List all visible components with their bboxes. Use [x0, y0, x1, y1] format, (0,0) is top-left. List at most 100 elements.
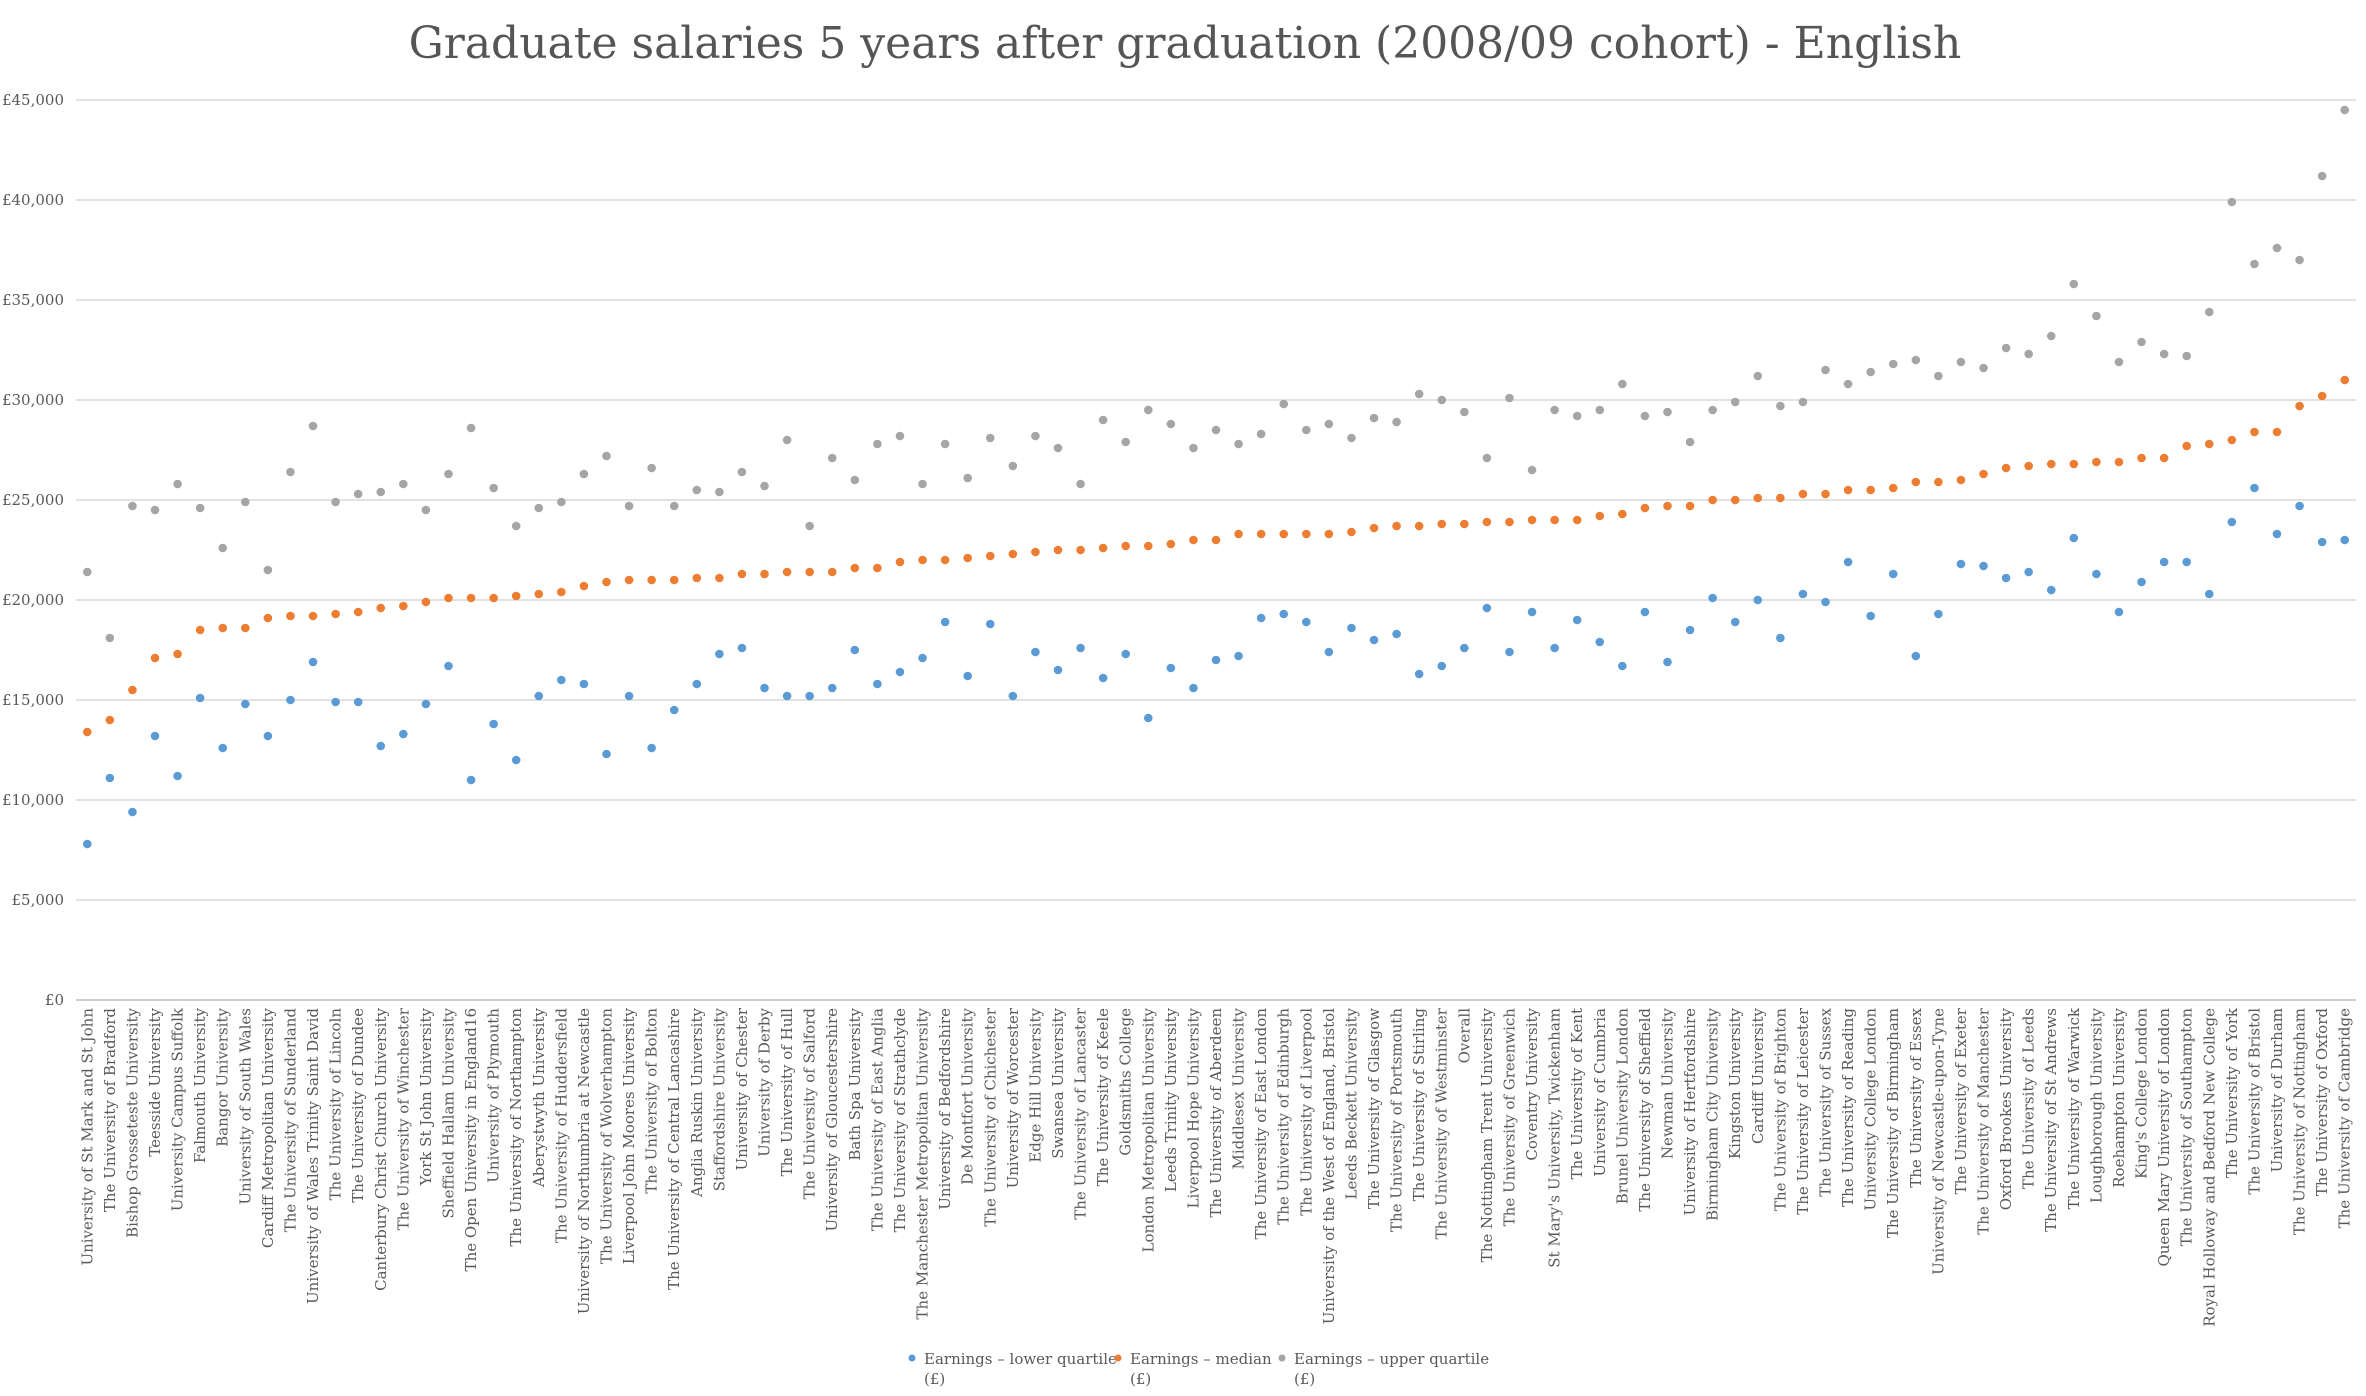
- data-point: [895, 667, 905, 677]
- data-point: [940, 617, 950, 627]
- data-point: [534, 503, 544, 513]
- data-point: [2182, 557, 2191, 567]
- data-point: [1076, 545, 1085, 555]
- legend-label: Earnings – median: [1130, 1350, 1272, 1368]
- x-tick-label: Bath Spa University: [846, 1007, 864, 1160]
- data-point: [1347, 623, 1356, 633]
- data-point: [557, 675, 566, 685]
- data-point: [692, 679, 702, 689]
- y-tick-label: £10,000: [2, 791, 64, 809]
- data-point: [308, 421, 318, 431]
- data-point: [444, 661, 453, 671]
- data-point: [1708, 593, 1717, 603]
- data-point: [1618, 379, 1627, 389]
- data-point: [263, 613, 273, 623]
- data-point: [1392, 521, 1401, 531]
- data-point: [331, 697, 340, 707]
- data-point: [737, 643, 747, 653]
- data-point: [399, 729, 408, 739]
- x-tick-label: The University of Wolverhampton: [597, 1008, 615, 1264]
- data-point: [2227, 435, 2237, 445]
- data-point: [940, 439, 950, 449]
- data-point: [263, 565, 273, 575]
- data-point: [1866, 485, 1875, 495]
- data-point: [692, 573, 702, 583]
- data-point: [218, 743, 228, 753]
- data-point: [2024, 461, 2033, 471]
- data-point: [1053, 665, 1063, 675]
- x-tick-label: Swansea University: [1049, 1007, 1067, 1158]
- x-tick-label: University of Hertfordshire: [1681, 1008, 1699, 1216]
- data-point: [1866, 367, 1875, 377]
- x-tick-label: Staffordshire University: [710, 1007, 728, 1191]
- x-tick-label: St Mary's University, Twickenham: [1546, 1008, 1564, 1268]
- x-tick-label: Anglia Ruskin University: [688, 1007, 706, 1198]
- data-point: [195, 503, 205, 513]
- data-point: [1979, 561, 1988, 571]
- data-point: [1437, 661, 1447, 671]
- data-point: [1505, 393, 1514, 403]
- data-point: [1911, 651, 1921, 661]
- data-point: [1301, 529, 1311, 539]
- data-point: [1098, 673, 1108, 683]
- data-point: [2250, 483, 2259, 493]
- x-tick-label: Liverpool Hope University: [1184, 1007, 1202, 1208]
- x-tick-label: The Manchester Metropolitan University: [914, 1007, 932, 1319]
- x-tick-label: Loughborough University: [2087, 1007, 2105, 1203]
- x-tick-label: The University of Central Lancashire: [665, 1008, 683, 1290]
- x-tick-label: The University of Liverpool: [1297, 1008, 1315, 1216]
- x-tick-label: University of Newcastle-upon-Tyne: [1929, 1008, 1947, 1275]
- data-point: [624, 691, 634, 701]
- x-tick-label: The University of East London: [1252, 1008, 1270, 1240]
- data-point: [2159, 557, 2169, 567]
- data-point: [2092, 311, 2101, 321]
- x-tick-label: Cardiff Metropolitan University: [259, 1007, 277, 1248]
- data-point: [1031, 647, 1040, 657]
- data-point: [286, 695, 295, 705]
- x-tick-label: Queen Mary University of London: [2155, 1008, 2173, 1267]
- data-point: [1256, 613, 1266, 623]
- data-point: [128, 501, 137, 511]
- legend-marker: [1114, 1354, 1122, 1362]
- data-point: [940, 555, 950, 565]
- data-point: [128, 807, 137, 817]
- data-point: [1324, 419, 1334, 429]
- data-point: [1482, 603, 1492, 613]
- x-tick-label: University of Derby: [756, 1007, 774, 1156]
- x-tick-label: The University of Sunderland: [281, 1008, 299, 1233]
- x-tick-label: The University of Southampton: [2178, 1008, 2196, 1247]
- x-tick-label: The University of Bristol: [2245, 1008, 2263, 1195]
- data-point: [195, 693, 205, 703]
- data-point: [1392, 629, 1401, 639]
- data-point: [1166, 663, 1176, 673]
- data-point: [782, 567, 792, 577]
- x-tick-label: The University of Keele: [1094, 1008, 1112, 1186]
- legend: Earnings – lower quartile (£) Earnings – m…: [908, 1350, 1489, 1388]
- data-point: [2272, 243, 2282, 253]
- x-tick-label: The University of Exeter: [1952, 1007, 1970, 1194]
- data-point: [1121, 541, 1131, 551]
- x-tick-label: Leeds Beckett University: [1342, 1007, 1360, 1199]
- data-point: [1685, 501, 1695, 511]
- data-point: [1121, 437, 1131, 447]
- data-point: [2001, 343, 2011, 353]
- data-point: [1505, 517, 1514, 527]
- data-point: [534, 589, 544, 599]
- x-tick-label: The University of Dundee: [349, 1008, 367, 1203]
- data-point: [1414, 521, 1424, 531]
- data-point: [557, 497, 566, 507]
- x-tick-label: University of Northumbria at Newcastle: [575, 1008, 593, 1314]
- x-tick-label: Newman University: [1658, 1007, 1676, 1159]
- data-point: [105, 773, 115, 783]
- data-point: [2250, 259, 2259, 269]
- data-point: [1143, 541, 1153, 551]
- x-tick-label: The University of Strathclyde: [891, 1008, 909, 1232]
- data-point: [2092, 569, 2101, 579]
- x-tick-label: The University of Essex: [1907, 1007, 1925, 1187]
- y-tick-label: £45,000: [2, 91, 64, 109]
- data-point: [1053, 545, 1063, 555]
- data-point: [918, 479, 927, 489]
- x-tick-label: The University of Glasgow: [1365, 1008, 1383, 1209]
- data-point: [1753, 595, 1763, 605]
